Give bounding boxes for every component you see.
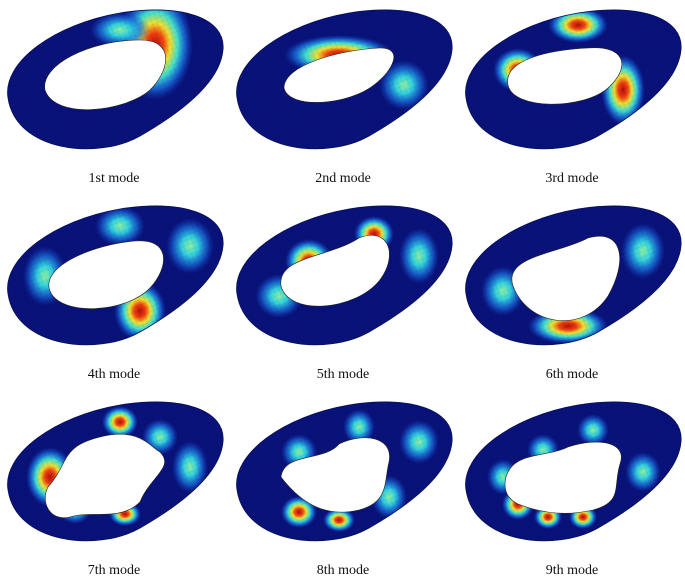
mode-panel: 7th mode xyxy=(7,401,224,578)
mode-caption: 1st mode xyxy=(89,171,140,186)
mode-panel: 2nd mode xyxy=(236,9,453,186)
domain-edge xyxy=(465,9,682,150)
mode-panel: 4th mode xyxy=(7,205,224,382)
mode-caption: 9th mode xyxy=(546,563,599,578)
mode-panel: 3rd mode xyxy=(465,9,682,186)
domain-edge xyxy=(7,205,224,346)
mode-panel: 5th mode xyxy=(236,205,453,382)
mode-caption: 6th mode xyxy=(546,367,599,382)
domain-hole xyxy=(280,437,390,513)
domain-hole xyxy=(280,235,390,307)
domain-hole xyxy=(44,39,166,110)
domain-hole xyxy=(504,441,622,514)
mode-caption: 8th mode xyxy=(317,563,370,578)
domain-hole xyxy=(511,236,620,321)
domain-edge xyxy=(7,401,224,542)
domain-edge xyxy=(236,9,453,150)
domain-edge xyxy=(465,401,682,542)
domain-edge xyxy=(465,205,682,346)
mode-panel: 8th mode xyxy=(236,401,453,578)
mode-caption: 2nd mode xyxy=(315,171,371,186)
domain-hole xyxy=(48,240,164,309)
mode-panel: 6th mode xyxy=(465,205,682,382)
domain-hole xyxy=(507,47,623,105)
domain-edge xyxy=(236,205,453,346)
mode-caption: 5th mode xyxy=(317,367,370,382)
domain-hole xyxy=(283,47,395,103)
domain-edge xyxy=(7,9,224,150)
mode-caption: 4th mode xyxy=(88,367,141,382)
mode-caption: 3rd mode xyxy=(545,171,598,186)
mode-panel: 1st mode xyxy=(7,9,224,186)
mode-caption: 7th mode xyxy=(88,563,141,578)
domain-hole xyxy=(44,433,165,519)
mode-panel: 9th mode xyxy=(465,401,682,578)
domain-edge xyxy=(236,401,453,542)
